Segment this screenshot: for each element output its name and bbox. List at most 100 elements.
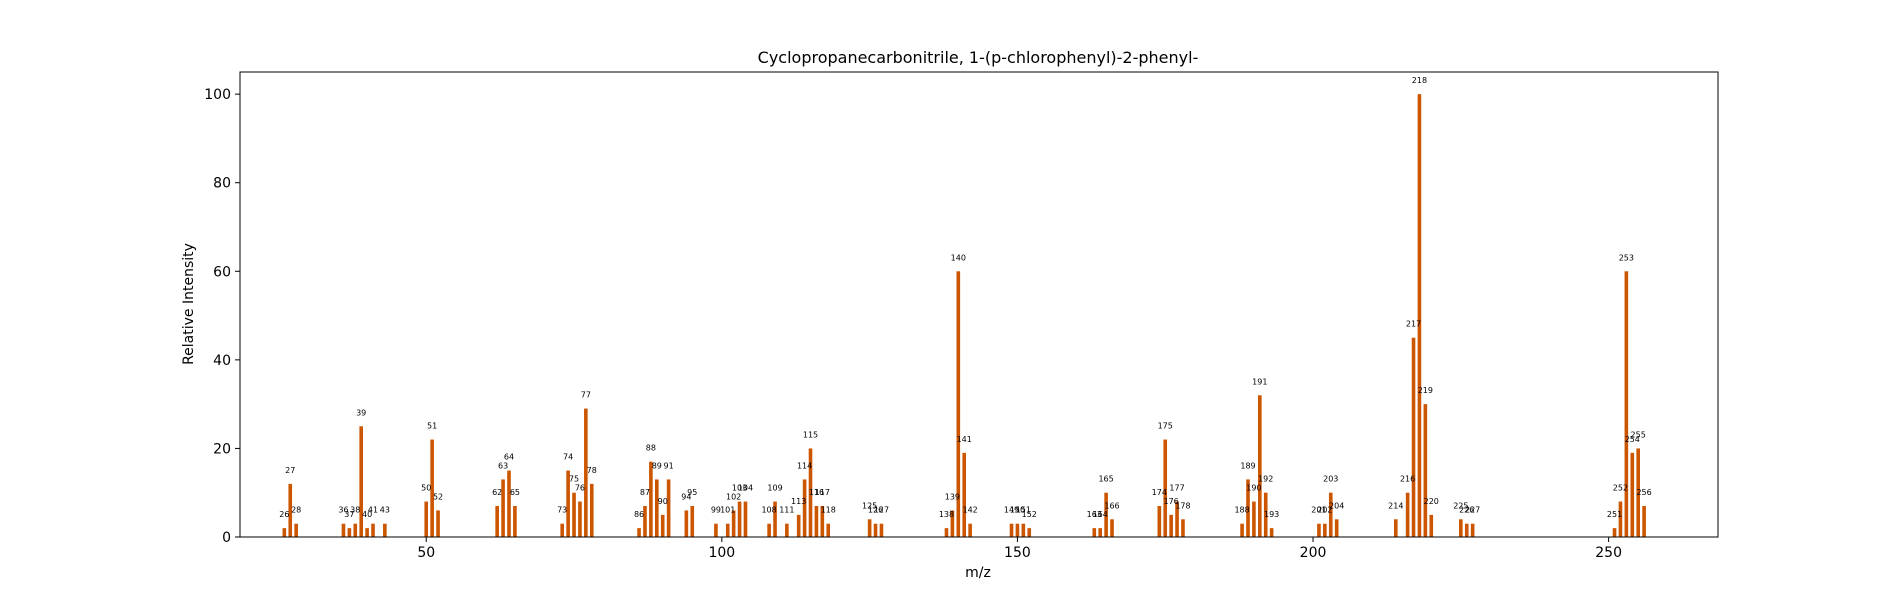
peak-bar-190 [1252,501,1256,537]
peak-label-74: 74 [563,453,573,462]
peak-bar-204 [1334,519,1339,537]
peak-bar-125 [867,519,872,537]
peak-label-214: 214 [1388,501,1403,510]
y-tick-label: 40 [213,353,231,369]
peak-bar-251 [1612,528,1617,537]
peak-label-203: 203 [1323,475,1338,484]
x-tick-label: 100 [708,545,735,561]
peak-bar-142 [968,523,972,537]
peak-label-78: 78 [587,466,597,475]
peak-bar-95 [690,506,695,537]
peak-bar-75 [572,492,576,537]
peak-bar-26 [282,528,287,537]
peak-label-178: 178 [1175,501,1190,510]
peak-bar-177 [1175,501,1179,537]
peak-bar-127 [879,523,884,537]
peak-label-126: 126 [868,506,883,515]
y-tick-label: 100 [204,87,231,103]
peak-bar-88 [649,461,653,537]
peak-label-127: 127 [874,506,889,515]
peak-bar-175 [1163,439,1168,537]
peak-label-138: 138 [939,510,954,519]
peak-label-216: 216 [1400,475,1415,484]
peak-label-75: 75 [569,475,579,484]
peak-label-227: 227 [1465,506,1480,515]
peak-label-116: 116 [809,488,824,497]
peak-label-141: 141 [957,435,972,444]
peak-label-101: 101 [720,506,735,515]
plot-frame [239,71,1719,538]
peak-label-108: 108 [761,506,776,515]
peak-bar-101 [725,523,730,537]
peak-bar-118 [826,523,831,537]
peak-bar-103 [737,501,742,537]
peak-bar-99 [714,523,718,537]
peak-bar-62 [495,506,499,537]
peak-label-63: 63 [498,461,508,470]
peak-label-188: 188 [1234,506,1249,515]
peak-bar-218 [1417,94,1422,537]
peak-bar-164 [1098,528,1102,537]
peak-bar-192 [1263,492,1268,537]
y-tick-label: 20 [213,441,231,457]
peak-bar-188 [1240,523,1244,537]
peak-label-225: 225 [1453,501,1468,510]
peak-label-114: 114 [797,461,812,470]
peak-label-36: 36 [338,506,348,515]
peak-label-109: 109 [767,484,782,493]
peak-label-40: 40 [362,510,372,519]
peak-label-50: 50 [421,484,431,493]
peak-label-87: 87 [640,488,650,497]
peak-bar-202 [1323,523,1327,537]
peak-label-73: 73 [557,506,567,515]
peak-bar-87 [643,506,647,537]
peak-label-26: 26 [279,510,289,519]
peak-label-52: 52 [433,492,443,501]
peak-bar-193 [1269,528,1274,537]
peak-bar-78 [589,483,594,537]
peak-bar-86 [637,528,641,537]
peak-label-217: 217 [1406,320,1421,329]
peak-label-149: 149 [1004,506,1019,515]
peak-label-177: 177 [1169,484,1184,493]
chart-title: Cyclopropanecarbonitrile, 1-(p-chlorophe… [758,48,1199,67]
peak-bar-65 [513,506,517,537]
peak-bar-214 [1394,519,1398,537]
peak-bar-219 [1423,404,1428,537]
peak-bar-91 [666,479,671,537]
y-axis-ticks: 0 20 40 60 80 100 [204,87,240,546]
peak-label-142: 142 [962,506,977,515]
peak-bar-76 [578,501,582,537]
peak-bar-225 [1459,519,1463,537]
peak-label-103: 103 [732,484,747,493]
peak-label-77: 77 [581,391,591,400]
peak-bar-109 [773,501,777,537]
peak-bar-178 [1181,519,1185,537]
peak-label-151: 151 [1016,506,1031,515]
peak-label-91: 91 [664,461,674,470]
peak-bar-220 [1429,514,1434,537]
peak-bar-152 [1027,528,1032,537]
peak-label-191: 191 [1252,377,1267,386]
peak-label-165: 165 [1098,475,1113,484]
peak-bar-256 [1642,506,1646,537]
peak-bar-37 [347,528,352,537]
peak-bar-64 [507,470,511,537]
peak-label-51: 51 [427,422,437,431]
peak-label-189: 189 [1240,461,1255,470]
peak-bar-174 [1157,506,1162,537]
peak-label-94: 94 [681,492,691,501]
peak-bar-113 [796,514,801,537]
peak-label-139: 139 [945,492,960,501]
peak-label-115: 115 [803,430,818,439]
peak-label-204: 204 [1329,501,1344,510]
peak-bar-40 [365,528,369,537]
peak-bar-117 [820,506,825,537]
peak-label-88: 88 [646,444,656,453]
peak-label-76: 76 [575,484,585,493]
peak-label-255: 255 [1631,430,1646,439]
peak-label-166: 166 [1104,501,1119,510]
peak-bar-77 [584,408,588,537]
y-axis-label: Relative Intensity [181,243,197,365]
